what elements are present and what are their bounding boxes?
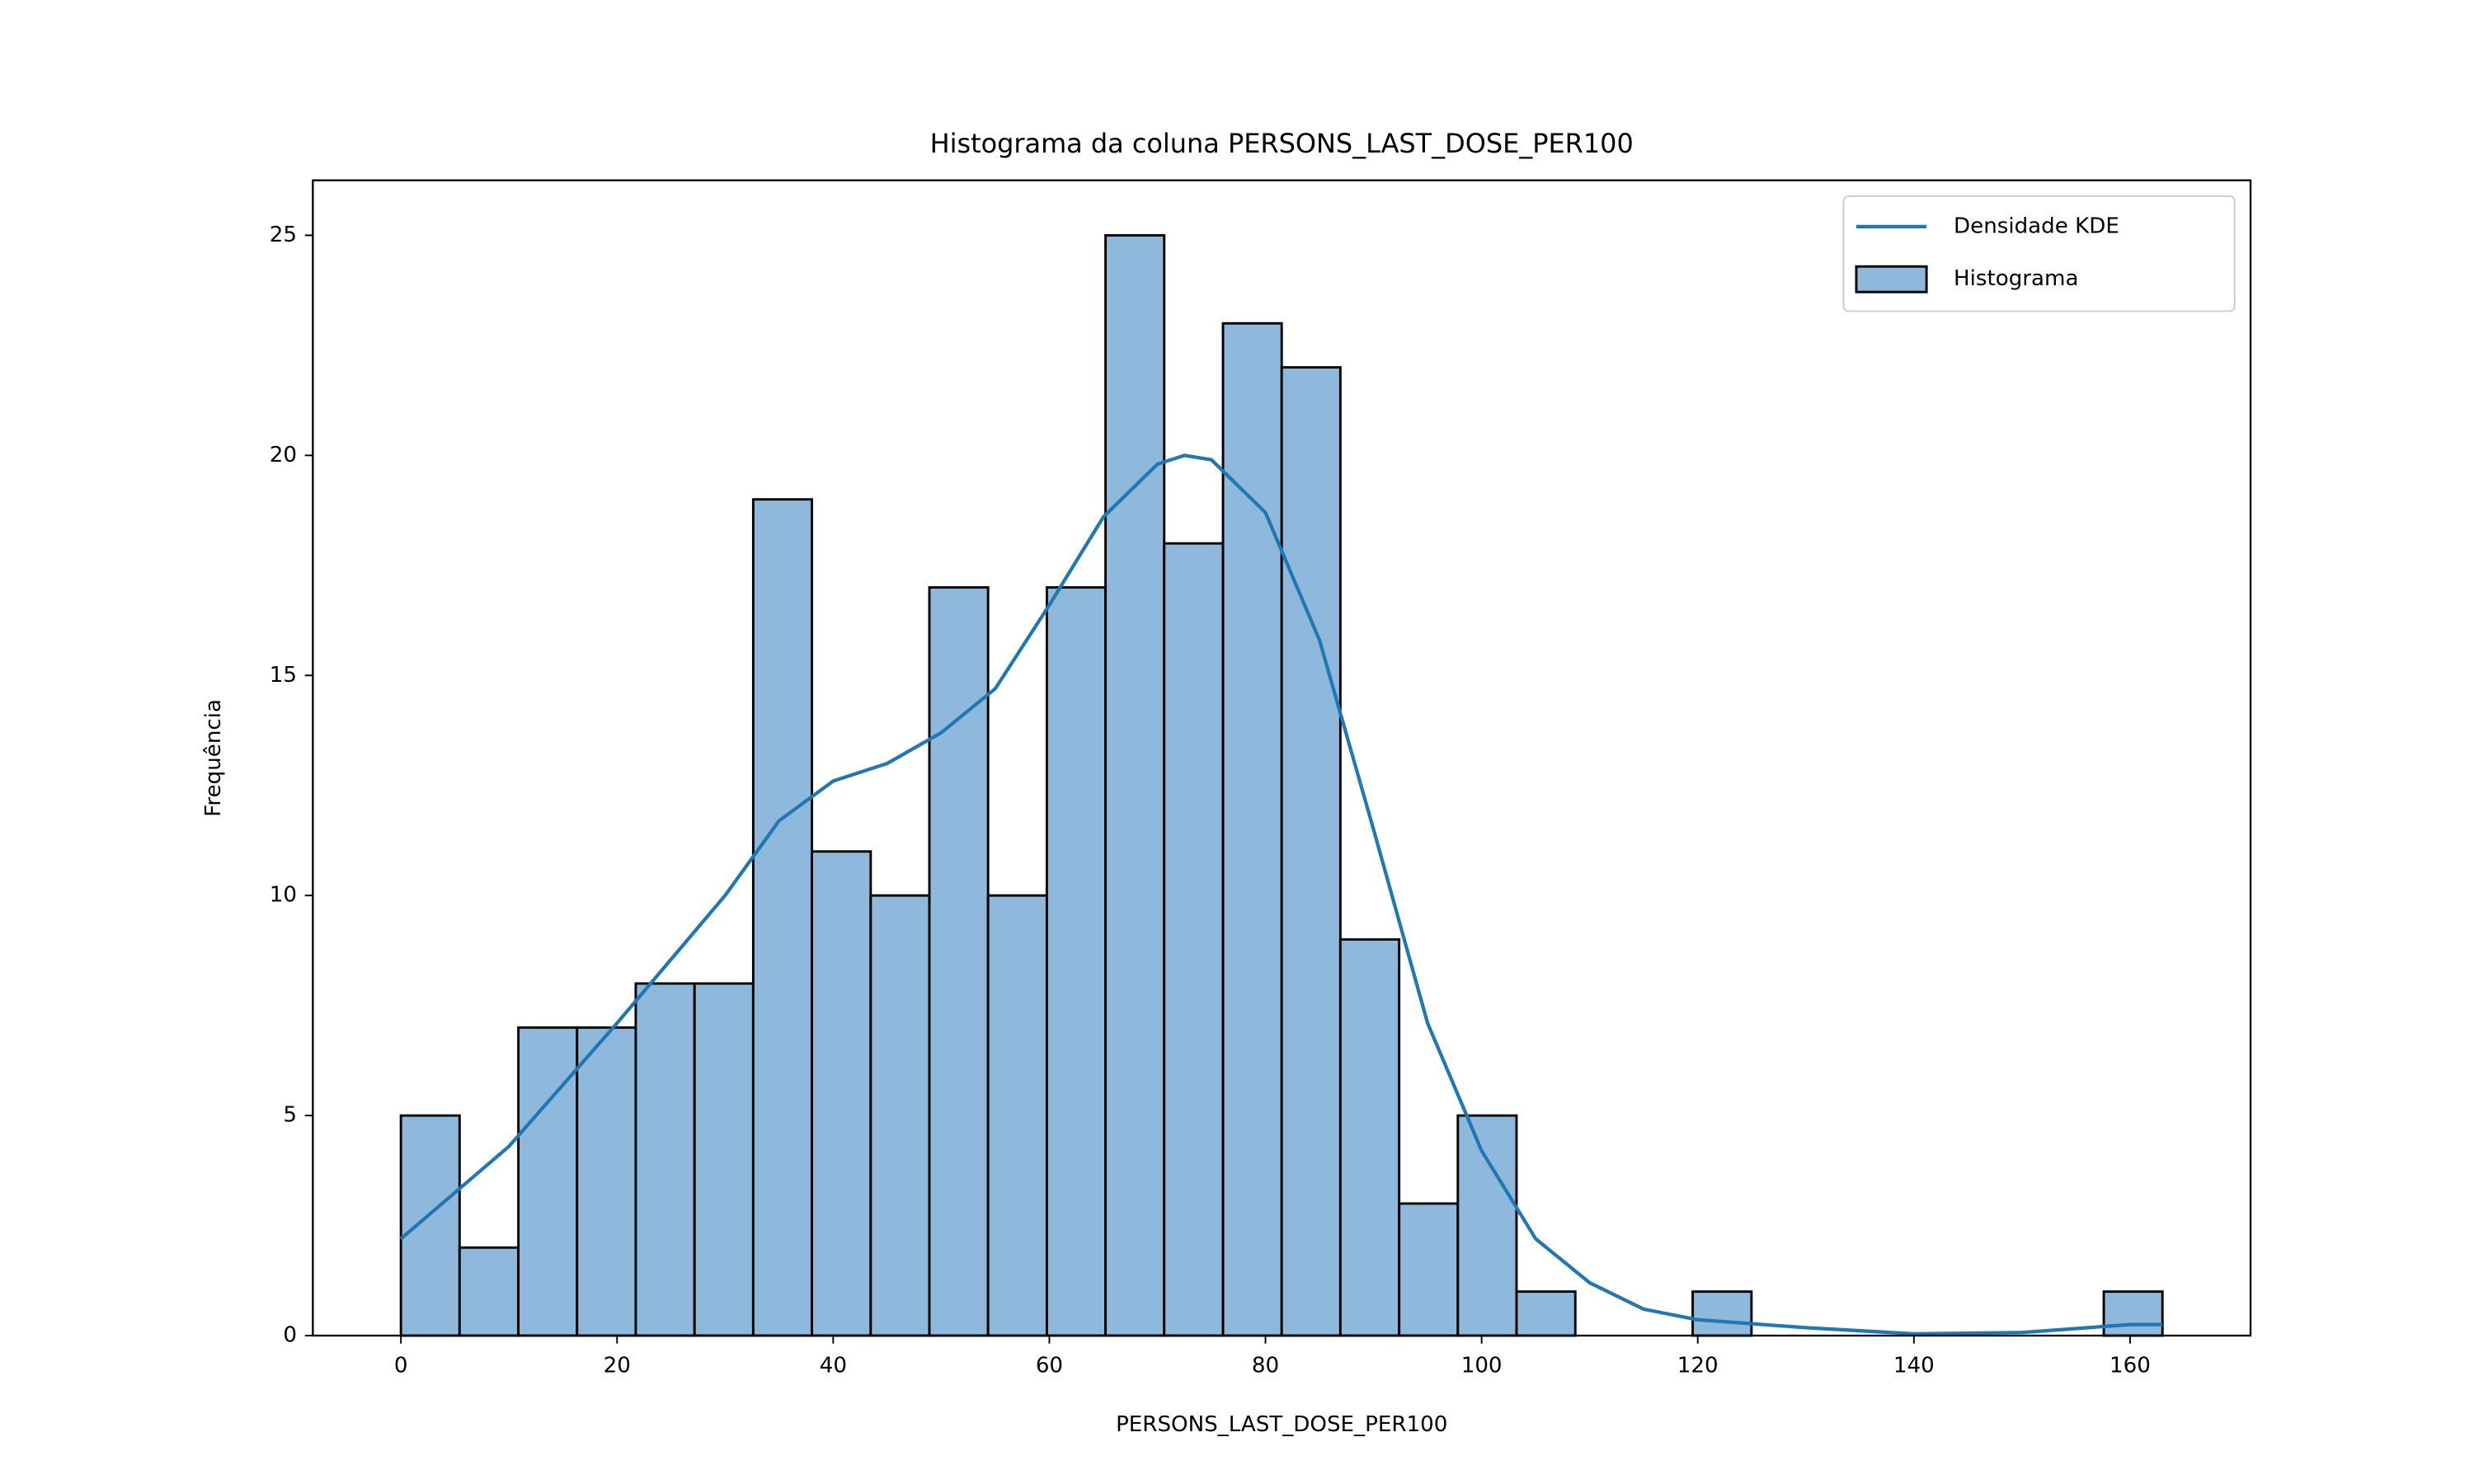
- histogram-bar: [986, 894, 1048, 1337]
- x-axis-label: PERSONS_LAST_DOSE_PER100: [1116, 1412, 1447, 1437]
- x-tick-label: 160: [2109, 1353, 2151, 1378]
- histogram-bar: [399, 1114, 461, 1337]
- histogram-bar: [811, 850, 872, 1337]
- histogram-bar: [1163, 542, 1225, 1337]
- x-tick-label: 100: [1461, 1353, 1503, 1378]
- histogram-bar: [1691, 1290, 1753, 1337]
- histogram-bar: [869, 894, 931, 1337]
- histogram-bar: [1280, 366, 1342, 1337]
- plot-frame: [312, 179, 2252, 1337]
- histogram-bar: [458, 1246, 520, 1337]
- histogram-bar: [576, 1026, 637, 1337]
- legend-label: Histograma: [1954, 266, 2078, 291]
- histogram-bar: [693, 982, 755, 1337]
- y-axis-label: Frequência: [201, 699, 226, 817]
- histogram-bar: [1104, 233, 1166, 1337]
- legend-box: [1842, 195, 2236, 312]
- histogram-bar: [1398, 1202, 1460, 1337]
- histogram-bar: [1515, 1290, 1577, 1337]
- histogram-bar: [517, 1026, 579, 1337]
- x-tick-label: 60: [1036, 1353, 1063, 1378]
- x-tick-label: 140: [1893, 1353, 1935, 1378]
- chart-title: Histograma da coluna PERSONS_LAST_DOSE_P…: [930, 128, 1634, 159]
- x-tick-label: 120: [1677, 1353, 1719, 1378]
- histogram-bar: [1221, 322, 1283, 1337]
- x-tick-label: 40: [820, 1353, 847, 1378]
- y-tick-label: 10: [270, 883, 297, 908]
- histogram-bar: [634, 982, 696, 1337]
- histogram-bar: [1338, 938, 1401, 1337]
- histogram-bar: [1456, 1114, 1518, 1337]
- x-tick-label: 20: [604, 1353, 631, 1378]
- histogram-bar: [1045, 586, 1108, 1337]
- x-tick-label: 80: [1252, 1353, 1279, 1378]
- y-tick-label: 15: [270, 663, 297, 688]
- y-tick-label: 20: [270, 443, 297, 467]
- kde-line: [399, 453, 2163, 1336]
- legend-label: Densidade KDE: [1954, 214, 2119, 238]
- y-tick-label: 5: [283, 1103, 297, 1128]
- histogram-bar: [928, 586, 990, 1337]
- x-tick-label: 0: [394, 1353, 408, 1378]
- y-tick-label: 0: [283, 1323, 297, 1348]
- y-tick-label: 25: [270, 223, 297, 247]
- legend-patch-swatch: [1855, 265, 1928, 294]
- histogram-bar: [751, 498, 813, 1337]
- histogram-bar: [2102, 1290, 2164, 1337]
